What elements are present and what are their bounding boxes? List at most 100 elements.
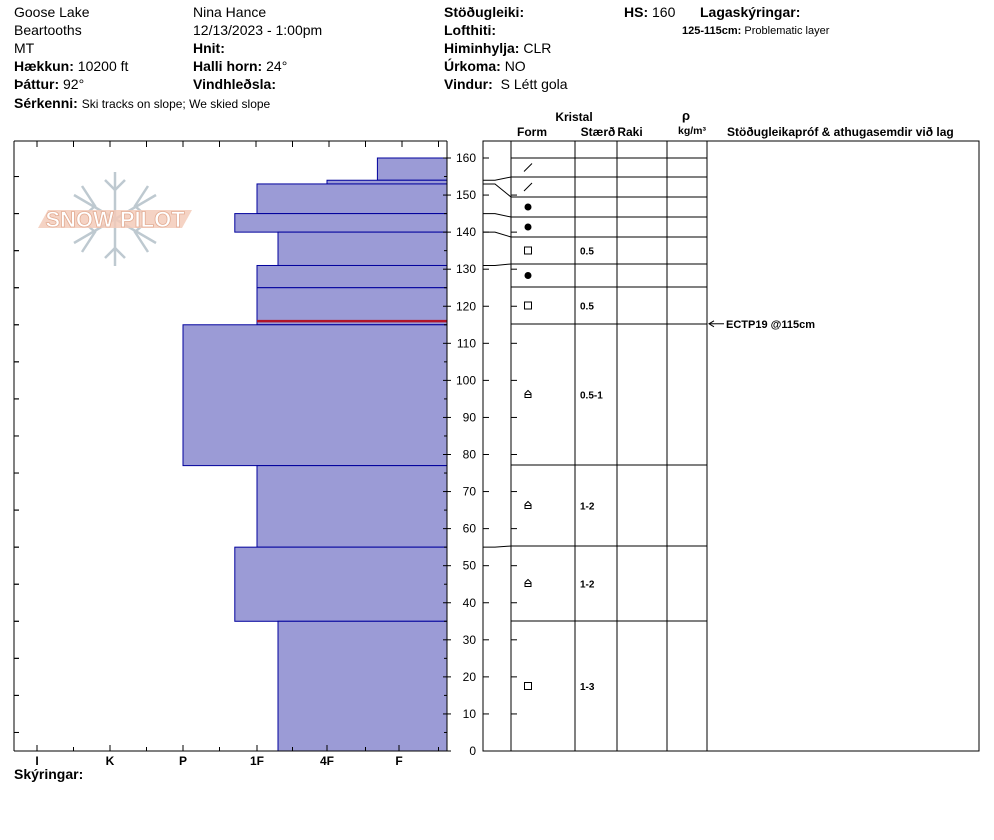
- y-tick-label: 10: [463, 707, 477, 721]
- faceted-crystals-icon: [524, 301, 532, 310]
- layer-bar: [326, 179, 448, 185]
- layer-note-text: Problematic layer: [744, 25, 830, 37]
- precip: Úrkoma: NO: [444, 57, 526, 75]
- sky-label: Himinhylja:: [444, 40, 520, 56]
- layer-bar: [277, 231, 448, 266]
- wind-loading-label: Vindhleðsla:: [193, 76, 276, 92]
- features-value: Ski tracks on slope; We skied slope: [81, 97, 271, 111]
- x-tick-label: F: [395, 754, 402, 768]
- y-tick-label: 90: [463, 410, 477, 424]
- observer: Nina Hance: [193, 4, 267, 20]
- y-tick-label: 50: [463, 559, 477, 573]
- y-tick-label: 130: [456, 262, 476, 276]
- layer-bar: [234, 213, 448, 233]
- table-frame: [482, 140, 980, 752]
- depth-connector: [483, 183, 512, 198]
- y-tick-label: 160: [456, 151, 476, 165]
- layer-bar: [182, 324, 448, 467]
- range: Beartooths: [14, 22, 82, 38]
- layer-bar: [256, 264, 448, 289]
- test-arrow-icon: [708, 320, 715, 328]
- stability-label: Stöðugleiki:: [444, 4, 525, 20]
- y-tick-label: 150: [456, 188, 476, 202]
- x-tick-label: 1F: [250, 754, 264, 768]
- datetime: 12/13/2023 - 1:00pm: [193, 22, 323, 38]
- layer-bar: [256, 183, 448, 215]
- grain-size-label: 1-3: [580, 682, 595, 693]
- layer-bar: [234, 546, 448, 622]
- sky: Himinhylja: CLR: [444, 39, 551, 57]
- depth-connector: [483, 213, 512, 218]
- depth-hoar-icon: [524, 500, 532, 509]
- coords: Hnit:: [193, 39, 225, 57]
- features-label: Sérkenni:: [14, 95, 78, 111]
- y-tick-label: 40: [463, 596, 477, 610]
- aspect-value: 92°: [63, 76, 85, 92]
- precip-value: NO: [504, 58, 526, 74]
- rho-header: ρ: [682, 108, 690, 123]
- layer-bar: [376, 157, 448, 181]
- y-tick-label: 110: [457, 336, 476, 350]
- layer-note-range: 125-115cm:: [682, 25, 742, 37]
- hs-value: 160: [652, 4, 676, 20]
- depth-connector: [483, 263, 512, 266]
- x-tick-label: K: [106, 754, 115, 768]
- rounded-grains-icon: [524, 203, 532, 211]
- rounded-grains-icon: [524, 272, 532, 279]
- layer-bar: [256, 465, 448, 548]
- rounded-grains-icon: [524, 223, 532, 231]
- depth-connector: [483, 545, 512, 548]
- decomposing-particles-icon: [523, 182, 533, 192]
- y-tick-label: 140: [456, 225, 476, 239]
- hs: HS: 160: [624, 3, 675, 21]
- slope: Halli horn: 24°: [193, 57, 287, 75]
- faceted-crystals-icon: [524, 682, 532, 690]
- moisture-header: Raki: [617, 125, 642, 139]
- hs-label: HS:: [624, 4, 649, 20]
- wind-loading: Vindhleðsla:: [193, 75, 276, 93]
- y-tick-label: 60: [463, 522, 477, 536]
- wind-label: Vindur:: [444, 76, 493, 92]
- depth-connector: [483, 231, 512, 238]
- grain-size-label: 0.5-1: [580, 391, 603, 402]
- depth-connector: [483, 176, 512, 181]
- y-tick-label: 100: [456, 373, 476, 387]
- legend-label: Skýringar:: [14, 766, 84, 782]
- aspect-label: Þáttur:: [14, 76, 60, 92]
- grain-size-label: 0.5: [580, 302, 594, 313]
- air-temp: Lofthiti:: [444, 21, 496, 39]
- size-header: Stærð: [581, 125, 616, 139]
- form-header: Form: [517, 125, 547, 139]
- layer-bar: [256, 287, 448, 326]
- layer-note: 125-115cm: Problematic layer: [682, 22, 829, 40]
- slope-label: Halli horn:: [193, 58, 263, 74]
- depth-hoar-icon: [524, 389, 532, 398]
- elevation: Hækkun: 10200 ft: [14, 57, 128, 75]
- features: Sérkenni: Ski tracks on slope; We skied …: [14, 94, 270, 113]
- y-tick-label: 0: [469, 744, 476, 758]
- test-label: ECTP19 @115cm: [726, 319, 815, 331]
- wind-value: S Létt gola: [500, 76, 568, 92]
- y-tick-label: 70: [463, 485, 477, 499]
- aspect: Þáttur: 92°: [14, 75, 84, 93]
- layer-bar: [277, 620, 448, 752]
- wind: Vindur: S Létt gola: [444, 75, 568, 93]
- y-tick-label: 30: [463, 633, 477, 647]
- grain-size-label: 0.5: [580, 247, 594, 258]
- tests-header: Stöðugleikapróf & athugasemdir við lag: [727, 125, 954, 139]
- sky-value: CLR: [523, 40, 552, 56]
- air-temp-label: Lofthiti:: [444, 22, 497, 38]
- x-tick-label: P: [179, 754, 187, 768]
- elevation-label: Hækkun:: [14, 58, 74, 74]
- y-tick-label: 120: [456, 299, 476, 313]
- grain-size-label: 1-2: [580, 502, 595, 513]
- location: Goose Lake: [14, 4, 90, 20]
- faceted-crystals-icon: [524, 246, 532, 255]
- slope-value: 24°: [266, 58, 288, 74]
- coords-label: Hnit:: [193, 40, 225, 56]
- logo-text: SNOW PILOT: [45, 207, 185, 232]
- x-tick-label: 4F: [320, 754, 334, 768]
- depth-hoar-icon: [524, 578, 532, 587]
- x-tick-label: I: [35, 754, 38, 768]
